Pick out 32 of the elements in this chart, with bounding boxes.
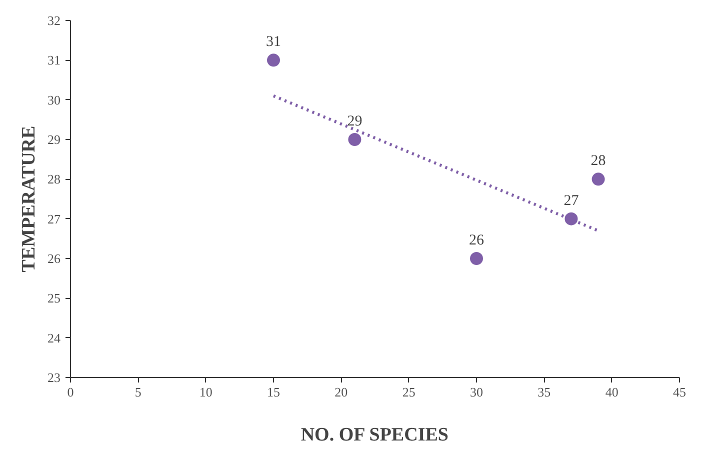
x-tick-label: 40 [605, 384, 618, 400]
y-tick-label: 28 [48, 172, 60, 187]
x-tick-label: 45 [673, 384, 686, 400]
point [564, 212, 578, 226]
y-axis-title: TEMPERATURE [18, 126, 40, 272]
point [267, 54, 280, 67]
x-tick-label: 35 [538, 384, 551, 400]
y-tick-label: 32 [48, 13, 60, 28]
x-axis-title: NO. OF SPECIES [300, 424, 448, 446]
x-tick-label: 20 [334, 384, 348, 400]
data-label: 31 [266, 34, 281, 50]
y-tick-label: 27 [48, 211, 61, 226]
x-tick-label: 10 [199, 384, 212, 400]
point [470, 252, 483, 265]
point [592, 172, 605, 186]
x-tick-label: 30 [470, 384, 483, 400]
x-tick-label: 0 [67, 384, 74, 400]
y-tick-label: 29 [48, 132, 60, 147]
y-tick-label: 24 [48, 330, 61, 346]
y-tick-label: 26 [48, 251, 61, 266]
y-tick-label: 30 [48, 92, 60, 108]
data-label: 29 [347, 114, 362, 130]
y-tick-label: 31 [48, 52, 60, 68]
x-tick-label: 5 [134, 384, 142, 400]
data-label: 26 [469, 232, 484, 248]
data-label: 27 [564, 192, 580, 209]
data-label: 28 [590, 153, 606, 170]
y-tick-label: 25 [48, 290, 60, 306]
point [348, 133, 362, 146]
y-tick-label: 23 [48, 370, 60, 385]
x-tick-label: 25 [402, 384, 416, 400]
x-tick-label: 15 [267, 384, 280, 400]
